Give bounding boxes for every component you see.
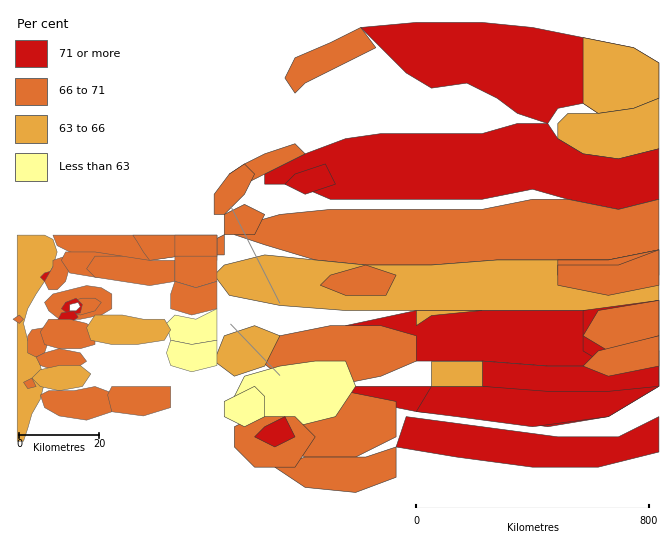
Polygon shape (265, 391, 396, 457)
Bar (15, 153, 47, 181)
Polygon shape (167, 309, 217, 345)
Polygon shape (583, 300, 659, 351)
Polygon shape (171, 281, 217, 315)
Text: 71 or more: 71 or more (59, 49, 120, 58)
Polygon shape (23, 378, 36, 389)
Polygon shape (86, 315, 171, 345)
Text: 800: 800 (640, 516, 658, 526)
Polygon shape (416, 351, 659, 427)
Text: Kilometres: Kilometres (506, 523, 559, 533)
Polygon shape (224, 386, 265, 427)
Polygon shape (53, 235, 217, 260)
Polygon shape (224, 204, 265, 235)
Text: 20: 20 (93, 439, 106, 449)
Polygon shape (13, 315, 23, 323)
Polygon shape (558, 250, 659, 285)
Polygon shape (285, 164, 335, 194)
Polygon shape (275, 447, 396, 493)
Bar (15, 115, 47, 143)
Text: Kilometres: Kilometres (33, 443, 85, 452)
Polygon shape (133, 235, 217, 260)
Polygon shape (175, 256, 217, 288)
Polygon shape (214, 326, 280, 376)
Polygon shape (214, 164, 255, 214)
Polygon shape (285, 27, 376, 93)
Polygon shape (17, 235, 57, 441)
Polygon shape (108, 386, 171, 416)
Polygon shape (40, 269, 66, 286)
Polygon shape (45, 286, 112, 319)
Polygon shape (255, 326, 416, 386)
Polygon shape (432, 361, 482, 386)
Polygon shape (40, 386, 112, 420)
Polygon shape (204, 235, 224, 255)
Polygon shape (265, 123, 659, 210)
Polygon shape (40, 319, 95, 348)
Text: Less than 63: Less than 63 (59, 162, 130, 172)
Polygon shape (583, 38, 659, 114)
Polygon shape (320, 265, 396, 295)
Polygon shape (558, 98, 659, 159)
Bar (15, 40, 47, 68)
Polygon shape (36, 348, 86, 370)
Text: 0: 0 (413, 516, 419, 526)
Polygon shape (234, 361, 356, 427)
Polygon shape (416, 310, 482, 326)
Polygon shape (45, 256, 70, 290)
Polygon shape (583, 300, 659, 366)
Polygon shape (361, 23, 659, 123)
Polygon shape (229, 144, 305, 184)
Bar (15, 78, 47, 105)
Polygon shape (86, 256, 175, 286)
Polygon shape (175, 235, 217, 260)
Text: Per cent: Per cent (17, 18, 68, 31)
Polygon shape (482, 351, 659, 391)
Polygon shape (255, 416, 295, 447)
Polygon shape (214, 250, 659, 310)
Polygon shape (70, 302, 80, 311)
Polygon shape (32, 366, 91, 391)
Polygon shape (62, 252, 128, 277)
Text: 66 to 71: 66 to 71 (59, 86, 105, 96)
Polygon shape (27, 327, 49, 357)
Polygon shape (234, 199, 659, 265)
Polygon shape (335, 351, 659, 427)
Polygon shape (57, 311, 78, 323)
Polygon shape (234, 416, 315, 467)
Polygon shape (396, 416, 659, 467)
Text: 0: 0 (16, 439, 22, 449)
Polygon shape (62, 298, 82, 315)
Polygon shape (167, 340, 217, 372)
Polygon shape (346, 300, 659, 366)
Polygon shape (583, 336, 659, 376)
Text: 63 to 66: 63 to 66 (59, 124, 105, 134)
Polygon shape (558, 250, 659, 295)
Polygon shape (66, 298, 101, 315)
